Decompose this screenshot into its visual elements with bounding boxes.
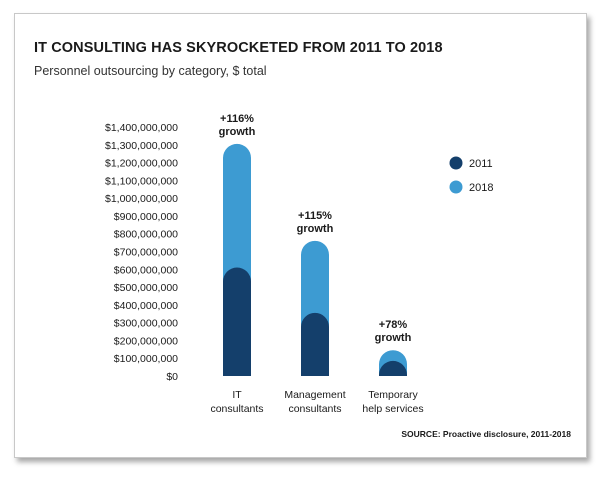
y-tick-label: $1,000,000,000 bbox=[105, 193, 178, 205]
x-tick-label: IT bbox=[232, 389, 242, 401]
y-tick-label: $0 bbox=[166, 371, 178, 383]
y-tick-label: $300,000,000 bbox=[114, 318, 178, 330]
growth-label: +115% bbox=[298, 210, 332, 222]
y-tick-label: $800,000,000 bbox=[114, 229, 178, 241]
growth-label: growth bbox=[375, 332, 412, 344]
x-tick-label: Management bbox=[284, 389, 345, 401]
growth-label: +116% bbox=[220, 113, 254, 125]
legend-swatch-2018 bbox=[449, 180, 463, 194]
growth-label: growth bbox=[219, 126, 256, 138]
chart-subtitle: Personnel outsourcing by category, $ tot… bbox=[34, 64, 267, 78]
y-tick-label: $1,300,000,000 bbox=[105, 140, 178, 152]
bar-2011 bbox=[223, 267, 251, 376]
y-tick-label: $1,400,000,000 bbox=[105, 122, 178, 134]
y-tick-label: $400,000,000 bbox=[114, 300, 178, 312]
legend-swatch-2011 bbox=[449, 156, 463, 170]
bar-2011 bbox=[379, 360, 407, 376]
legend-label-2011: 2011 bbox=[469, 158, 493, 170]
y-tick-label: $900,000,000 bbox=[114, 211, 178, 223]
legend-label-2018: 2018 bbox=[469, 182, 493, 194]
y-tick-label: $600,000,000 bbox=[114, 264, 178, 276]
y-tick-label: $500,000,000 bbox=[114, 282, 178, 294]
y-tick-label: $700,000,000 bbox=[114, 247, 178, 259]
x-tick-label: consultants bbox=[210, 403, 263, 415]
y-tick-label: $1,200,000,000 bbox=[105, 158, 178, 170]
y-tick-label: $100,000,000 bbox=[114, 353, 178, 365]
bar-2011 bbox=[301, 312, 329, 376]
x-tick-label: help services bbox=[362, 403, 423, 415]
y-tick-label: $200,000,000 bbox=[114, 335, 178, 347]
y-tick-label: $1,100,000,000 bbox=[105, 175, 178, 187]
source-note: SOURCE: Proactive disclosure, 2011-2018 bbox=[401, 429, 571, 439]
x-tick-label: consultants bbox=[288, 403, 341, 415]
x-tick-label: Temporary bbox=[368, 389, 418, 401]
growth-label: +78% bbox=[379, 319, 408, 331]
chart-title: IT CONSULTING HAS SKYROCKETED FROM 2011 … bbox=[34, 40, 443, 56]
growth-label: growth bbox=[297, 223, 334, 235]
chart-card bbox=[14, 13, 587, 458]
